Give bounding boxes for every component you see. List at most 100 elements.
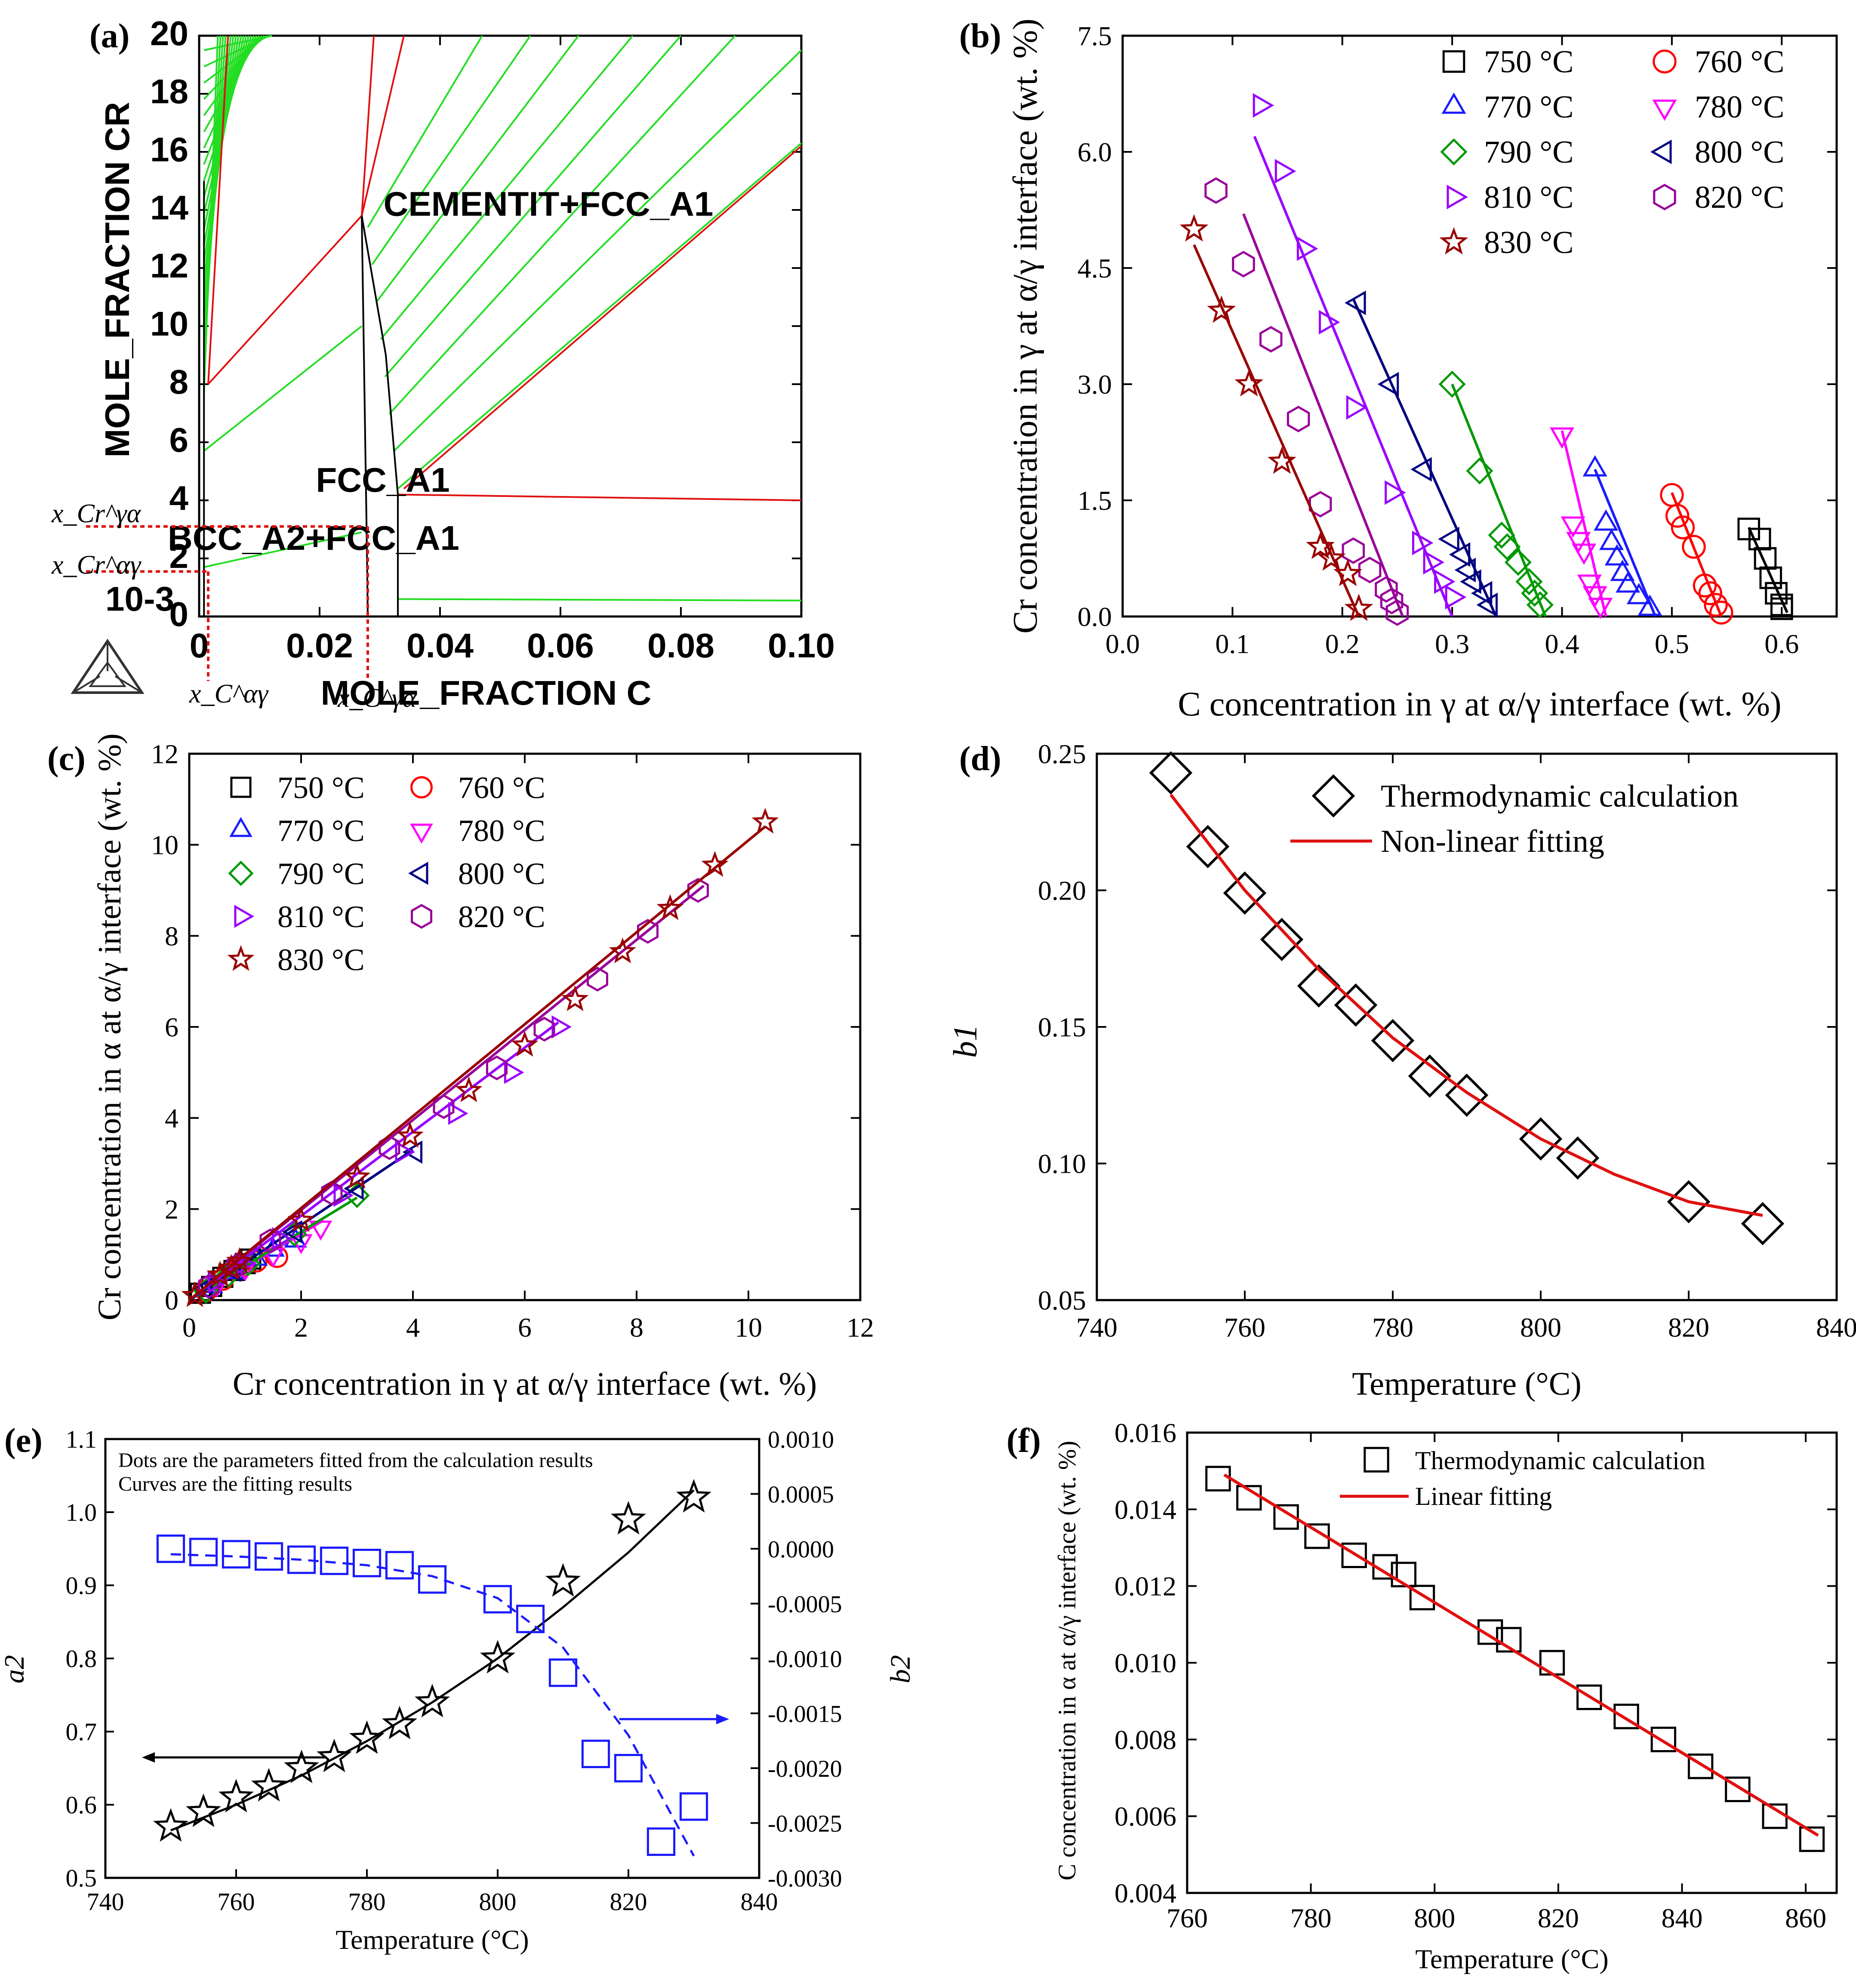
- data-point: [1204, 177, 1228, 204]
- data-point: [1149, 751, 1193, 795]
- data-point: [1799, 1826, 1825, 1852]
- fit-line: [188, 826, 766, 1301]
- data-point: [1449, 542, 1471, 567]
- data-point: [1698, 581, 1723, 605]
- boundary-red: [403, 145, 802, 490]
- y-tick-label: 7.5: [1077, 21, 1112, 51]
- data-point: [1725, 1776, 1751, 1802]
- legend-label: 810 °C: [277, 900, 365, 934]
- y-tick-label: 6: [165, 1012, 179, 1042]
- data-point: [1549, 427, 1575, 449]
- y2-tick-label: -0.0005: [768, 1591, 842, 1618]
- y2-tick-label: -0.0015: [768, 1701, 842, 1728]
- data-point: [333, 1184, 354, 1207]
- data-point: [551, 1015, 572, 1039]
- x-tick-label: 10: [735, 1312, 762, 1343]
- boundary-red: [361, 35, 375, 216]
- y-tick-label: 6.0: [1077, 137, 1112, 167]
- data-point: [1693, 573, 1717, 598]
- boundary-red: [207, 215, 363, 385]
- data-point: [189, 1538, 218, 1566]
- y2-tick-label: -0.0025: [768, 1811, 842, 1837]
- data-point: [1375, 576, 1398, 603]
- x-tick-label: 800: [479, 1888, 517, 1916]
- y-tick-label: 0.9: [66, 1572, 97, 1600]
- series-0: [1737, 518, 1793, 620]
- data-point: [609, 937, 636, 964]
- data-point: [548, 1658, 578, 1687]
- x-tick-label: 0: [182, 1312, 196, 1343]
- data-point: [1770, 597, 1793, 620]
- marker-label: x_Cr^γα: [51, 499, 142, 528]
- y-tick-label: 0.006: [1114, 1801, 1176, 1832]
- tie-line: [384, 35, 682, 377]
- data-point: [1267, 446, 1296, 474]
- panel-e-chart: 740 760 780 800 820 840 0.5 0.6 0.7 0.8 0.9 1.0 1.1 0…: [0, 1422, 916, 1955]
- data-point: [156, 1534, 185, 1563]
- y-tick-label: 0.016: [1114, 1418, 1176, 1448]
- y-tick-label: 0.05: [1038, 1285, 1086, 1316]
- legend-marker: [1442, 50, 1465, 73]
- data-point: [1319, 310, 1340, 335]
- x-axis-label: Temperature (°C): [1415, 1944, 1608, 1974]
- fit-curve: [170, 1553, 695, 1857]
- region-label: CEMENTIT+FCC_A1: [384, 185, 714, 223]
- x-tick-label: 0.5: [1655, 629, 1689, 659]
- legend-label: 760 °C: [458, 771, 545, 805]
- series-0: [1149, 751, 1785, 1245]
- plot-frame: [1121, 34, 1838, 618]
- y-tick-label: 0.014: [1114, 1494, 1176, 1525]
- data-point: [1515, 568, 1543, 595]
- y-tick-label: 0.15: [1038, 1012, 1086, 1042]
- data-point: [1296, 236, 1318, 261]
- y-tick-label: 0: [169, 595, 189, 633]
- data-point: [545, 1563, 581, 1597]
- annotation: Dots are the parameters fitted from the …: [118, 1449, 593, 1472]
- data-point: [206, 1261, 234, 1287]
- fit-curve: [1170, 794, 1763, 1217]
- data-point: [1582, 455, 1607, 477]
- data-point: [1306, 531, 1335, 559]
- y2-tick-label: 0.0005: [768, 1482, 834, 1508]
- data-point: [483, 1585, 512, 1614]
- data-point: [1582, 586, 1607, 607]
- x-tick-label: 0.6: [1764, 629, 1799, 659]
- x-tick-label: 820: [610, 1888, 647, 1916]
- legend-label: Thermodynamic calculation: [1415, 1446, 1705, 1475]
- series-7: [1204, 177, 1409, 626]
- y2-tick-label: -0.0020: [768, 1756, 842, 1782]
- y2-tick-label: 0.0000: [768, 1536, 834, 1563]
- y-tick-label: 4: [165, 1103, 179, 1134]
- data-point: [1234, 369, 1264, 397]
- data-point: [153, 1808, 188, 1842]
- x-axis-label: Temperature (°C): [1352, 1366, 1582, 1402]
- fit-line: [1193, 244, 1360, 617]
- boundary-red: [207, 35, 229, 385]
- data-point: [1594, 509, 1619, 531]
- data-point: [352, 1549, 382, 1578]
- fit-line: [188, 1021, 559, 1301]
- y-axis-label: b1: [946, 1024, 984, 1058]
- x-tick-label: 0.10: [768, 626, 835, 665]
- data-point: [1304, 1523, 1330, 1549]
- data-point: [533, 1017, 555, 1042]
- fit-line: [1352, 298, 1498, 617]
- legend: Thermodynamic calculation Linear fitting: [1340, 1446, 1705, 1510]
- x-tick-label: 2: [294, 1312, 308, 1343]
- y-axis-label: Cr concentration in γ at α/γ interface (…: [1006, 18, 1044, 634]
- tie-lines-cementite: [367, 35, 802, 490]
- y-axis-label: Cr concentration in α at α/γ interface (…: [92, 734, 128, 1321]
- data-point: [1577, 574, 1602, 596]
- data-point: [455, 1076, 483, 1102]
- data-point: [1566, 532, 1591, 553]
- tie-line: [203, 531, 362, 568]
- data-point: [1287, 406, 1310, 432]
- data-point: [1488, 521, 1515, 549]
- y-tick-label: 2: [169, 537, 189, 575]
- data-point: [614, 1754, 643, 1783]
- legend-marker: [408, 862, 428, 885]
- legend-label: 750 °C: [1484, 44, 1573, 80]
- y-tick-label: 4.5: [1077, 253, 1112, 284]
- data-point: [1345, 290, 1366, 315]
